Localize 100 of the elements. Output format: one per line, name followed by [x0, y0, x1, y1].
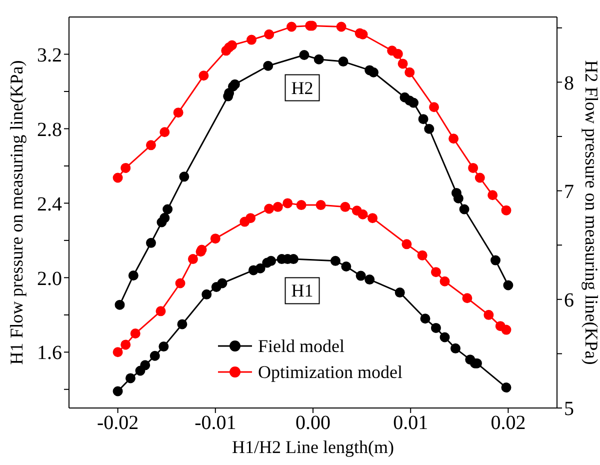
point	[417, 250, 428, 260]
point	[158, 342, 169, 352]
point	[488, 190, 498, 200]
point	[358, 209, 368, 220]
point	[125, 373, 136, 384]
point	[418, 114, 428, 124]
point	[255, 263, 266, 274]
y-tick-label: 2.4	[37, 193, 62, 216]
point	[128, 270, 138, 280]
y-tick-label: 2.0	[37, 268, 62, 290]
point	[356, 270, 366, 281]
point	[404, 67, 415, 78]
x-tick-label: -0.02	[96, 412, 139, 434]
point	[468, 162, 478, 173]
point	[198, 70, 209, 81]
point	[296, 200, 306, 210]
point	[392, 48, 403, 59]
point	[340, 202, 350, 212]
y-tick-label: 3.2	[37, 44, 62, 66]
point	[272, 202, 283, 212]
point	[112, 347, 123, 358]
point	[246, 213, 256, 224]
point	[202, 289, 212, 300]
point	[501, 324, 512, 335]
legend-label: Field model	[258, 336, 344, 356]
legend-label: Optimization model	[258, 362, 402, 382]
point	[364, 274, 375, 285]
point	[503, 280, 514, 290]
y2-tick-label: 8	[564, 72, 574, 94]
point	[316, 200, 326, 210]
point	[490, 255, 501, 266]
point	[430, 322, 441, 333]
point	[263, 60, 274, 71]
point	[450, 343, 460, 354]
point	[146, 238, 156, 248]
point	[501, 382, 512, 393]
point	[282, 198, 293, 208]
point	[484, 310, 494, 320]
y2-tick-label: 5	[564, 398, 574, 420]
point	[430, 267, 441, 278]
point	[368, 67, 379, 78]
x-axis-title: H1/H2 Line length(m)	[232, 437, 394, 457]
point	[146, 140, 156, 150]
point	[474, 172, 485, 183]
point	[314, 54, 324, 64]
point	[440, 276, 450, 286]
point	[453, 193, 464, 204]
point	[264, 204, 274, 214]
point	[114, 300, 125, 310]
point	[130, 328, 140, 339]
point	[448, 134, 459, 144]
point	[140, 360, 150, 370]
point	[230, 79, 240, 90]
y-axis-title: H1 Flow pressure on measuring line(KPa)	[6, 60, 26, 365]
point	[341, 261, 352, 272]
point	[162, 204, 173, 214]
point	[394, 288, 405, 298]
x-tick-label: 0.00	[296, 412, 330, 434]
point	[217, 278, 228, 288]
point	[420, 314, 430, 324]
y2-tick-label: 6	[564, 289, 574, 312]
point	[120, 340, 131, 350]
point	[368, 213, 378, 224]
point	[160, 212, 170, 223]
x-tick-label: 0.01	[393, 412, 428, 434]
point	[112, 172, 123, 183]
y-tick-label: 2.8	[37, 118, 62, 141]
point	[402, 239, 412, 250]
point	[173, 108, 184, 118]
point	[336, 22, 346, 32]
point	[150, 350, 160, 361]
point	[330, 256, 340, 266]
point	[179, 172, 190, 182]
point	[188, 254, 198, 264]
point	[286, 22, 297, 32]
x-tick-label: 0.02	[490, 412, 526, 434]
point	[266, 256, 276, 266]
point	[264, 29, 274, 40]
point	[440, 332, 450, 342]
point	[408, 98, 419, 108]
y2-tick-label: 7	[564, 180, 574, 203]
point	[160, 127, 170, 138]
y2-axis-title: H2 Flow pressure on measuring line(KPa)	[582, 60, 600, 365]
point	[459, 204, 470, 214]
point	[462, 293, 472, 304]
annotation: H1	[291, 280, 314, 301]
point	[177, 319, 188, 330]
point	[120, 162, 131, 173]
annotation: H2	[291, 78, 314, 98]
x-tick-label: -0.01	[194, 412, 236, 434]
point	[398, 58, 408, 69]
point	[424, 124, 434, 134]
point	[156, 306, 166, 316]
point	[299, 50, 310, 60]
y-tick-label: 1.6	[37, 342, 62, 364]
point	[112, 386, 123, 396]
point	[501, 205, 512, 216]
point	[175, 278, 186, 288]
point	[226, 40, 237, 50]
point	[338, 56, 348, 67]
